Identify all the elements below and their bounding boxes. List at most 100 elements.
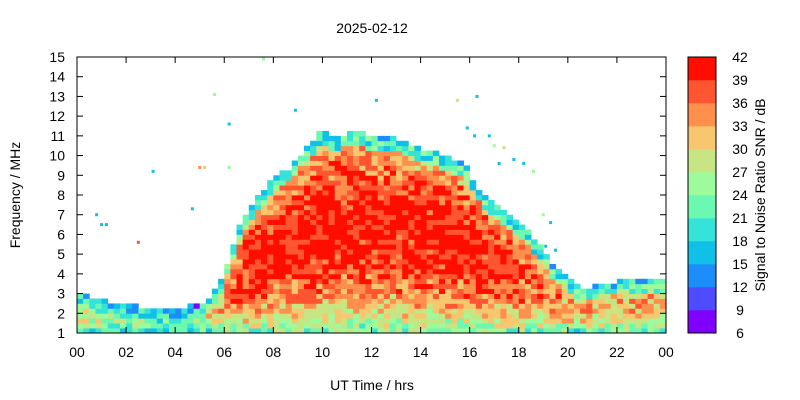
heatmap-cell — [641, 293, 648, 299]
heatmap-cell — [144, 313, 152, 319]
heatmap-cell — [432, 298, 440, 304]
heatmap-cell — [316, 180, 323, 186]
heatmap-cell — [340, 229, 348, 235]
heatmap-cell — [346, 140, 354, 147]
heatmap-cell — [629, 293, 636, 299]
heatmap-cell — [144, 308, 152, 314]
heatmap-cell — [365, 180, 372, 186]
heatmap-cell — [353, 170, 360, 176]
heatmap-cell — [457, 249, 464, 255]
heatmap-cell — [518, 264, 526, 270]
heatmap-cell — [475, 214, 483, 221]
heatmap-cell — [138, 323, 145, 329]
heatmap-cell — [377, 318, 385, 324]
heatmap-cell — [248, 214, 256, 221]
heatmap-cell — [512, 303, 520, 309]
heatmap-cell — [273, 239, 280, 245]
heatmap-cell — [353, 195, 360, 201]
heatmap-cell — [396, 145, 403, 152]
heatmap-cell — [518, 328, 526, 334]
heatmap-cell — [328, 308, 336, 314]
heatmap-cell — [353, 175, 360, 181]
heatmap-cell — [285, 224, 293, 230]
heatmap-cell — [635, 278, 642, 285]
heatmap-cell — [451, 209, 458, 216]
heatmap-cell — [261, 190, 268, 196]
heatmap-cell — [512, 313, 520, 319]
heatmap-cell — [273, 254, 280, 260]
heatmap-cell — [524, 328, 532, 334]
heatmap-cell — [451, 273, 458, 280]
heatmap-cell — [353, 145, 360, 152]
heatmap-cell — [371, 224, 379, 230]
heatmap-cell — [469, 313, 477, 319]
heatmap-cell — [396, 175, 403, 181]
heatmap-cell — [236, 293, 244, 299]
heatmap-cell — [377, 180, 385, 186]
heatmap-cell — [279, 313, 287, 319]
heatmap-cell — [494, 318, 501, 324]
heatmap-cell — [494, 249, 501, 255]
heatmap-cell — [383, 254, 391, 260]
heatmap-cell — [457, 185, 464, 191]
heatmap-cell — [254, 318, 262, 324]
heatmap-cell — [475, 224, 483, 230]
heatmap-cell — [254, 259, 262, 265]
heatmap-cell — [512, 293, 520, 299]
heatmap-cell — [408, 264, 415, 270]
heatmap-cell — [500, 283, 507, 290]
heatmap-cell — [316, 268, 323, 275]
heatmap-cell — [285, 204, 293, 211]
heatmap-cell — [297, 170, 305, 176]
heatmap-cell — [316, 195, 323, 201]
heatmap-cell — [199, 313, 207, 319]
heatmap-cell — [340, 318, 348, 324]
heatmap-cell — [169, 318, 176, 324]
heatmap-cell — [218, 303, 225, 309]
heatmap-cell — [610, 283, 618, 290]
heatmap-cell — [555, 278, 563, 285]
heatmap-cell — [402, 180, 409, 186]
heatmap-point — [465, 126, 469, 130]
heatmap-cell — [469, 214, 477, 221]
heatmap-cell — [346, 283, 354, 290]
heatmap-cell — [224, 313, 231, 319]
heatmap-point — [549, 221, 553, 225]
heatmap-cell — [236, 323, 244, 329]
heatmap-cell — [463, 323, 471, 329]
heatmap-cell — [383, 199, 391, 206]
heatmap-cell — [205, 318, 213, 324]
heatmap-cell — [113, 323, 121, 329]
heatmap-cell — [457, 170, 464, 176]
heatmap-cell — [445, 239, 452, 245]
heatmap-cell — [365, 195, 372, 201]
heatmap-cell — [365, 308, 372, 314]
heatmap-cell — [451, 303, 458, 309]
heatmap-cell — [310, 195, 317, 201]
heatmap-cell — [254, 244, 262, 250]
heatmap-cell — [346, 180, 354, 186]
heatmap-cell — [396, 278, 403, 285]
heatmap-cell — [304, 190, 311, 196]
heatmap-cell — [353, 190, 360, 196]
heatmap-cell — [592, 288, 599, 294]
heatmap-cell — [512, 234, 520, 240]
heatmap-cell — [297, 190, 305, 196]
heatmap-cell — [285, 293, 293, 299]
heatmap-cell — [531, 323, 538, 329]
heatmap-cell — [506, 273, 514, 280]
heatmap-cell — [316, 135, 323, 142]
heatmap-cell — [132, 308, 139, 314]
heatmap-cell — [383, 244, 391, 250]
heatmap-cell — [83, 318, 90, 324]
heatmap-cell — [224, 318, 231, 324]
heatmap-cell — [365, 318, 372, 324]
heatmap-cell — [408, 328, 415, 334]
heatmap-cell — [438, 229, 446, 235]
heatmap-cell — [481, 254, 489, 260]
heatmap-point — [190, 207, 194, 211]
heatmap-cell — [150, 318, 158, 324]
heatmap-cell — [512, 323, 520, 329]
heatmap-cell — [389, 135, 397, 142]
heatmap-cell — [469, 190, 477, 196]
